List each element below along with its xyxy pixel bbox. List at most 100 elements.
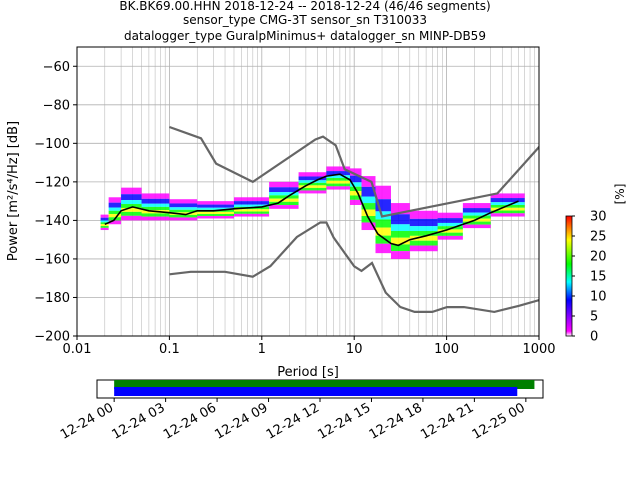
figure-title: BK.BK69.00.HHN 2018-12-24 -- 2018-12-24 … xyxy=(119,0,490,43)
density-cell xyxy=(490,210,525,214)
coverage-bar xyxy=(114,380,535,389)
colorbar: 0 5 10 15 20 25 30 [%] xyxy=(565,184,627,345)
psd-density-cloud xyxy=(100,166,525,259)
density-cell xyxy=(462,215,491,219)
density-cell xyxy=(462,212,491,216)
series-mode-line xyxy=(104,173,519,247)
density-cell xyxy=(269,195,299,199)
density-cell xyxy=(233,197,270,202)
density-cell xyxy=(298,190,327,194)
colorbar-gradient xyxy=(565,215,573,337)
density-cell xyxy=(269,192,299,196)
density-cell xyxy=(409,240,438,246)
density-cell xyxy=(349,199,362,205)
density-cell xyxy=(409,210,438,219)
density-cell xyxy=(100,217,109,221)
density-cell xyxy=(437,235,463,240)
y-tick-label: −80 xyxy=(43,98,70,113)
density-cell xyxy=(169,207,198,210)
density-cell xyxy=(437,226,463,230)
density-cell xyxy=(121,211,142,216)
density-cell xyxy=(108,202,122,208)
density-cell xyxy=(169,203,198,208)
coverage-bar xyxy=(114,387,518,396)
density-cell xyxy=(462,203,491,209)
density-cell xyxy=(141,216,170,221)
density-cell xyxy=(409,230,438,236)
density-cell xyxy=(197,204,234,208)
colorbar-ticks: 0 5 10 15 20 25 30 xyxy=(572,210,607,345)
density-cell xyxy=(349,182,362,187)
x-tick-label: 100 xyxy=(434,342,459,357)
density-cell xyxy=(169,217,198,221)
density-cell xyxy=(462,224,491,229)
density-cell xyxy=(233,201,270,205)
density-cell xyxy=(390,244,410,252)
density-cell xyxy=(361,209,376,217)
density-cell xyxy=(361,196,376,204)
density-cell xyxy=(100,222,109,225)
density-cell xyxy=(233,209,270,212)
density-cell xyxy=(233,213,270,217)
density-cell xyxy=(169,214,198,218)
density-cell xyxy=(141,213,170,217)
density-cell xyxy=(298,182,327,186)
density-cell xyxy=(197,211,234,214)
density-cell xyxy=(349,168,362,176)
timeline-tick-label: 12-24 09 xyxy=(212,400,270,442)
colorbar-tick-label: 10 xyxy=(590,290,607,305)
density-cell xyxy=(298,185,327,188)
density-cell xyxy=(375,185,391,200)
colorbar-tick-label: 0 xyxy=(590,330,598,345)
x-tick-label: 0.1 xyxy=(159,342,180,357)
density-cell xyxy=(390,203,410,215)
density-cell xyxy=(326,180,350,184)
density-cell xyxy=(390,230,410,238)
density-cell xyxy=(141,203,170,207)
density-cell xyxy=(197,201,234,205)
density-cell xyxy=(100,220,109,223)
density-cell xyxy=(298,176,327,181)
y-tick-label: −180 xyxy=(34,291,70,306)
colorbar-label: [%] xyxy=(613,184,627,205)
y-tick-label: −100 xyxy=(34,137,70,152)
timeline-tick-label: 12-24 06 xyxy=(161,400,219,442)
colorbar-tick-label: 5 xyxy=(590,310,598,325)
series-high-noise-model-line xyxy=(169,125,539,218)
x-axis-ticks: 0.01 0.1 1 10 100 1000 xyxy=(63,336,556,357)
density-cell xyxy=(361,203,376,210)
density-cell xyxy=(437,222,463,227)
density-cell xyxy=(121,187,142,195)
density-cell xyxy=(326,178,350,181)
colorbar-tick-label: 15 xyxy=(590,270,607,285)
density-cell xyxy=(375,227,391,236)
series-low-noise-model-line xyxy=(169,221,539,314)
density-cell xyxy=(437,232,463,236)
timeline-tick-label: 12-25 00 xyxy=(470,400,528,442)
colorbar-tick-label: 30 xyxy=(590,210,607,225)
density-cell xyxy=(121,204,142,208)
density-cell xyxy=(121,200,142,205)
title-line-3: datalogger_type GuralpMinimus+ datalogge… xyxy=(124,29,486,43)
y-tick-label: −160 xyxy=(34,252,70,267)
density-cell xyxy=(409,218,438,227)
density-cell xyxy=(269,187,299,193)
density-cell xyxy=(233,211,270,214)
timeline-tick-label: 12-24 12 xyxy=(264,400,322,442)
x-axis-label: Period [s] xyxy=(277,365,339,380)
y-tick-label: −140 xyxy=(34,214,70,229)
density-cell xyxy=(269,205,299,209)
timeline-bars xyxy=(114,380,535,396)
density-cell xyxy=(490,193,525,199)
density-cell xyxy=(490,207,525,211)
density-cell xyxy=(233,204,270,207)
density-cell xyxy=(437,218,463,223)
density-cell xyxy=(169,199,198,204)
density-cell xyxy=(269,201,299,206)
colorbar-tick-label: 20 xyxy=(590,250,607,265)
psd-plot: 0.01 0.1 1 10 100 1000 −200 −180 −160 −140 −120 −1… xyxy=(6,46,556,380)
density-cell xyxy=(437,229,463,233)
density-cell xyxy=(349,175,362,183)
